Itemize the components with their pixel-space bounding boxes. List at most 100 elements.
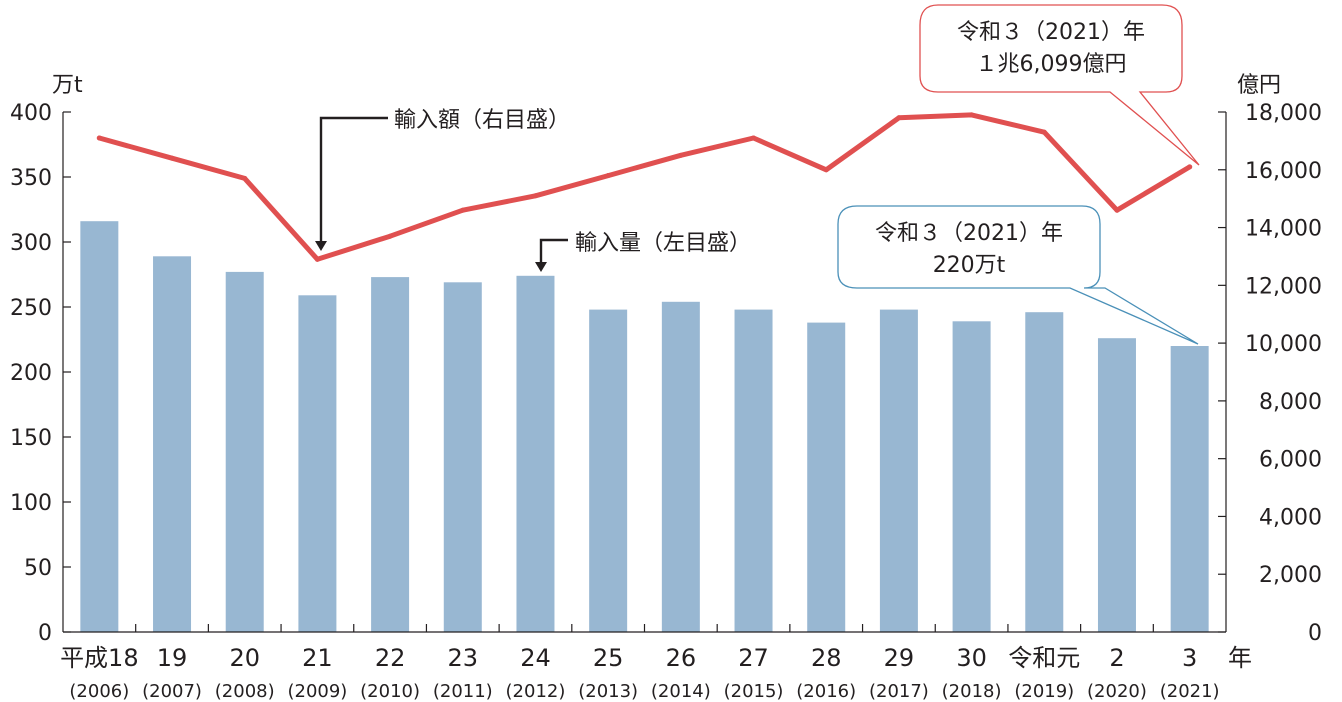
x-tick-label-15: 3 [1182, 644, 1197, 672]
amount-point-2 [242, 175, 248, 181]
right-tick-label-8: 16,000 [1245, 159, 1322, 184]
bar-2 [225, 271, 264, 632]
x-tick-label-2: 20 [229, 644, 260, 672]
x-tick-sublabel-6: (2012) [506, 681, 566, 702]
amount-point-9 [751, 135, 757, 141]
right-axis-ticks: 0 2,000 4,000 6,000 8,000 10,000 12,000 14,000 1… [1218, 101, 1322, 646]
x-tick-label-14: 2 [1109, 644, 1124, 672]
left-tick-label-6: 300 [10, 231, 52, 256]
right-tick-label-5: 10,000 [1245, 332, 1322, 357]
amount-line-layer [96, 112, 1193, 262]
bar-6 [516, 275, 555, 632]
amount-point-6 [532, 193, 538, 199]
left-tick-label-2: 100 [10, 491, 52, 516]
callout-amount-line1: 令和３（2021）年 [957, 20, 1145, 45]
x-tick-label-11: 29 [884, 644, 915, 672]
x-tick-sublabel-15: (2021) [1160, 681, 1220, 702]
x-tick-sublabel-5: (2011) [433, 681, 493, 702]
x-tick-label-12: 30 [956, 644, 987, 672]
x-tick-label-4: 22 [375, 644, 406, 672]
left-axis-unit: 万t [52, 73, 83, 98]
left-tick-label-1: 50 [24, 556, 52, 581]
right-tick-label-4: 8,000 [1259, 390, 1322, 415]
amount-point-5 [460, 207, 466, 213]
bar-13 [1025, 312, 1064, 632]
x-tick-sublabel-9: (2015) [724, 681, 784, 702]
amount-point-12 [969, 112, 975, 118]
amount-point-7 [605, 173, 611, 179]
x-tick-sublabel-1: (2007) [142, 681, 202, 702]
x-tick-label-9: 27 [738, 644, 769, 672]
bar-14 [1097, 338, 1136, 632]
amount-series-label: 輸入額（右目盛） [394, 108, 570, 133]
x-tick-label-5: 23 [448, 644, 479, 672]
right-tick-label-1: 2,000 [1259, 563, 1322, 588]
x-tick-sublabel-8: (2014) [651, 681, 711, 702]
bar-10 [807, 322, 846, 632]
x-tick-sublabel-0: (2006) [69, 681, 129, 702]
callout-volume-line2: 220万t [933, 253, 1006, 278]
left-tick-label-5: 250 [10, 296, 52, 321]
bar-7 [589, 309, 628, 632]
bar-15 [1170, 346, 1209, 632]
x-tick-sublabel-13: (2019) [1014, 681, 1074, 702]
x-tick-sublabel-14: (2020) [1087, 681, 1147, 702]
amount-line [96, 112, 1193, 262]
left-tick-label-7: 350 [10, 166, 52, 191]
left-tick-label-4: 200 [10, 361, 52, 386]
amount-point-11 [896, 115, 902, 121]
x-tick-sublabel-10: (2016) [796, 681, 856, 702]
bar-0 [80, 221, 119, 632]
x-tick-sublabel-11: (2017) [869, 681, 929, 702]
left-tick-label-0: 0 [38, 621, 52, 646]
right-tick-label-2: 4,000 [1259, 505, 1322, 530]
x-tick-sublabel-7: (2013) [578, 681, 638, 702]
bar-9 [734, 309, 773, 632]
amount-point-10 [823, 167, 829, 173]
bar-1 [153, 256, 192, 632]
x-tick-label-8: 26 [666, 644, 697, 672]
amount-point-0 [96, 135, 102, 141]
x-tick-sublabel-2: (2008) [215, 681, 275, 702]
callout-volume-line1: 令和３（2021）年 [875, 221, 1063, 246]
volume-series-label: 輸入量（左目盛） [575, 231, 751, 256]
x-tick-label-7: 25 [593, 644, 624, 672]
callout-amount-line2: １兆6,099億円 [976, 52, 1127, 77]
x-tick-label-10: 28 [811, 644, 842, 672]
right-tick-label-3: 6,000 [1259, 448, 1322, 473]
bar-4 [371, 277, 410, 632]
right-tick-label-0: 0 [1308, 621, 1322, 646]
right-axis-unit: 億円 [1237, 73, 1281, 98]
x-tick-label-1: 19 [157, 644, 188, 672]
bar-8 [661, 301, 700, 632]
x-tick-label-13: 令和元 [1008, 644, 1080, 672]
right-tick-label-7: 14,000 [1245, 217, 1322, 242]
amount-point-15 [1187, 164, 1193, 170]
bar-5 [443, 282, 482, 632]
callout-amount: 令和３（2021）年 １兆6,099億円 [919, 4, 1200, 166]
amount-point-1 [169, 155, 175, 161]
x-axis-ticks: 平成18 (2006) 19 (2007) 20 (2008) 21 (2009) 22 (201… [60, 624, 1220, 702]
bar-12 [952, 321, 991, 632]
bar-11 [879, 309, 918, 632]
amount-point-8 [678, 152, 684, 158]
volume-bars [80, 221, 1209, 632]
volume-annotation: 輸入量（左目盛） [535, 231, 751, 272]
bar-3 [298, 295, 337, 632]
left-axis-ticks: 0 50 100 150 200 250 300 350 400 [10, 101, 71, 646]
amount-point-3 [314, 256, 320, 262]
x-tick-sublabel-4: (2010) [360, 681, 420, 702]
x-tick-label-0: 平成18 [60, 644, 139, 672]
x-axis-unit: 年 [1228, 644, 1252, 672]
left-tick-label-3: 150 [10, 426, 52, 451]
x-tick-sublabel-3: (2009) [287, 681, 347, 702]
amount-point-4 [387, 233, 393, 239]
right-tick-label-6: 12,000 [1245, 274, 1322, 299]
right-tick-label-9: 18,000 [1245, 101, 1322, 126]
amount-annotation: 輸入額（右目盛） [315, 108, 570, 251]
x-tick-label-3: 21 [302, 644, 333, 672]
amount-point-14 [1114, 207, 1120, 213]
amount-point-13 [1041, 129, 1047, 135]
callout-volume: 令和３（2021）年 220万t [837, 205, 1199, 345]
